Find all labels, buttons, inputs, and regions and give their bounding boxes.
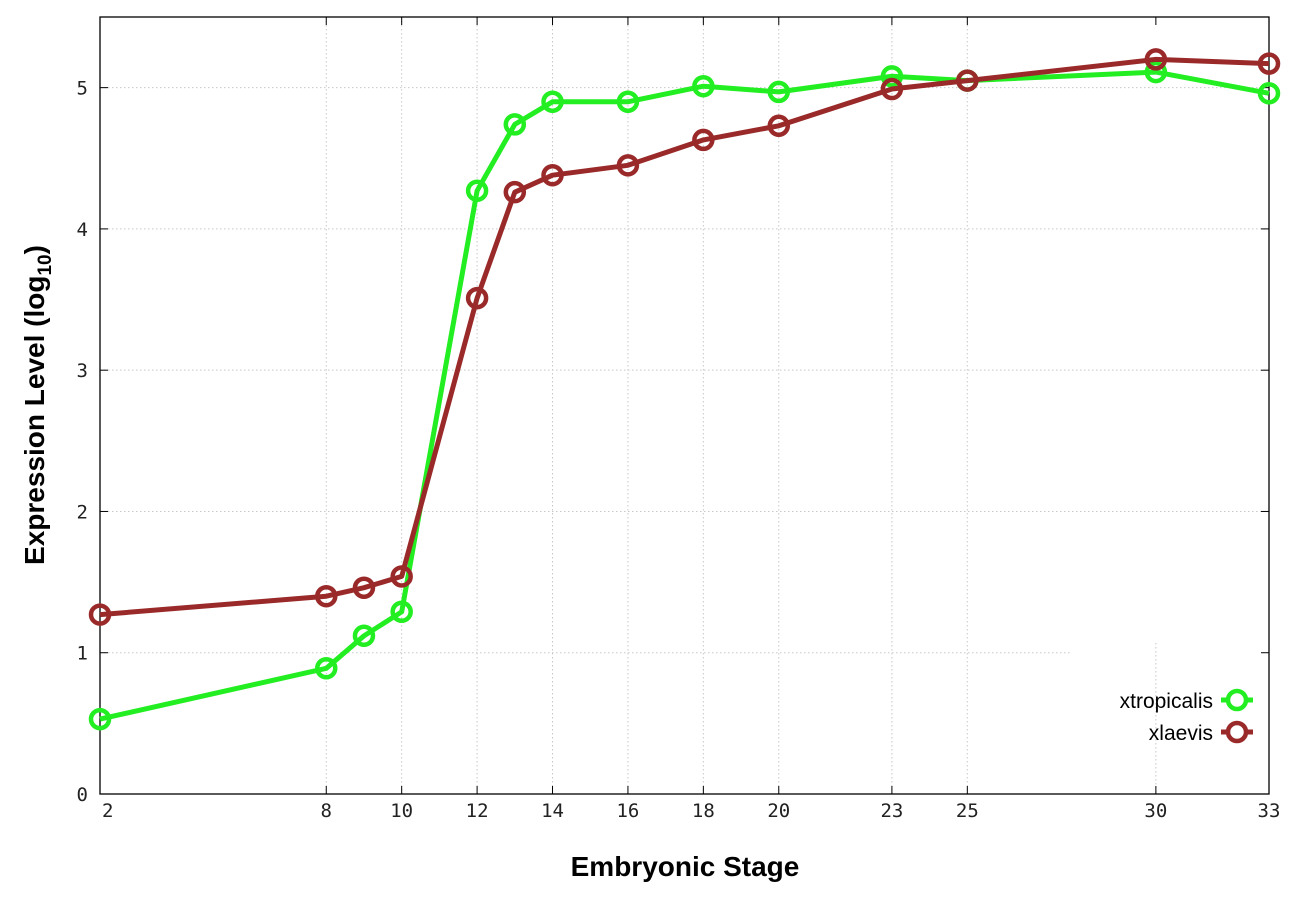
y-axis-title-close: ) xyxy=(19,245,50,254)
legend-label-xtropicalis: xtropicalis xyxy=(1120,690,1213,713)
x-tick-label: 23 xyxy=(880,800,903,822)
series-line-xtropicalis xyxy=(99,69,1270,722)
y-axis-title-subscript: 10 xyxy=(35,254,56,275)
x-tick-label: 33 xyxy=(1258,800,1281,822)
data-point-xlaevis xyxy=(390,565,413,588)
data-point-xtropicalis xyxy=(541,90,564,114)
data-point-xlaevis xyxy=(1144,48,1168,71)
series-line-xlaevis xyxy=(99,56,1270,618)
y-axis-title-main: Expression Level (log xyxy=(19,276,50,565)
x-tick-label: 16 xyxy=(616,800,639,822)
series-lines xyxy=(88,48,1281,731)
data-point-xtropicalis xyxy=(880,65,904,88)
data-point-xtropicalis xyxy=(315,657,338,680)
data-point-xlaevis xyxy=(503,180,527,204)
y-axis-title: Expression Level (log10) xyxy=(19,245,56,565)
data-point-xtropicalis xyxy=(616,90,640,114)
data-point-xtropicalis xyxy=(503,113,527,136)
x-tick-label: 30 xyxy=(1144,800,1167,822)
x-tick-label: 18 xyxy=(692,800,715,822)
data-point-xlaevis xyxy=(767,114,791,138)
y-tick-label: 3 xyxy=(77,360,88,382)
x-tick-label: 10 xyxy=(390,800,413,822)
legend-swatch-marker-xlaevis xyxy=(1225,720,1249,744)
legend: xtropicalis xlaevis xyxy=(1120,688,1253,745)
data-point-xlaevis xyxy=(465,286,489,310)
x-axis-title: Embryonic Stage xyxy=(571,851,800,882)
data-point-xtropicalis xyxy=(1257,82,1281,105)
data-point-xtropicalis xyxy=(767,80,791,104)
y-tick-label: 5 xyxy=(77,78,88,100)
data-point-xtropicalis xyxy=(88,707,112,731)
y-tick-label: 0 xyxy=(77,784,88,806)
y-tick-label: 1 xyxy=(77,643,88,665)
y-tick-label: 2 xyxy=(77,501,88,523)
x-tick-label: 8 xyxy=(321,800,332,822)
data-point-xlaevis xyxy=(315,584,338,608)
data-point-xtropicalis xyxy=(352,624,376,648)
data-point-xlaevis xyxy=(616,154,640,177)
y-tick-label: 4 xyxy=(77,219,88,241)
data-point-xtropicalis xyxy=(1144,60,1168,84)
data-point-xlaevis xyxy=(1257,52,1281,75)
x-tick-label: 20 xyxy=(767,800,790,822)
x-tick-label: 14 xyxy=(541,800,564,822)
data-point-xlaevis xyxy=(352,576,376,599)
data-point-xlaevis xyxy=(956,69,979,92)
plot-frame xyxy=(99,16,1270,795)
x-tick-label: 25 xyxy=(956,800,979,822)
data-point-xtropicalis xyxy=(465,179,489,203)
data-point-xlaevis xyxy=(692,128,715,152)
legend-label-xlaevis: xlaevis xyxy=(1149,722,1213,745)
data-point-xlaevis xyxy=(880,77,904,101)
data-point-xtropicalis xyxy=(390,600,413,624)
x-tick-label: 12 xyxy=(466,800,489,822)
data-point-xlaevis xyxy=(88,603,112,626)
data-point-xtropicalis xyxy=(692,74,715,98)
data-point-xlaevis xyxy=(541,163,564,187)
x-tick-label: 2 xyxy=(102,800,113,822)
legend-swatch-marker-xtropicalis xyxy=(1225,688,1249,712)
